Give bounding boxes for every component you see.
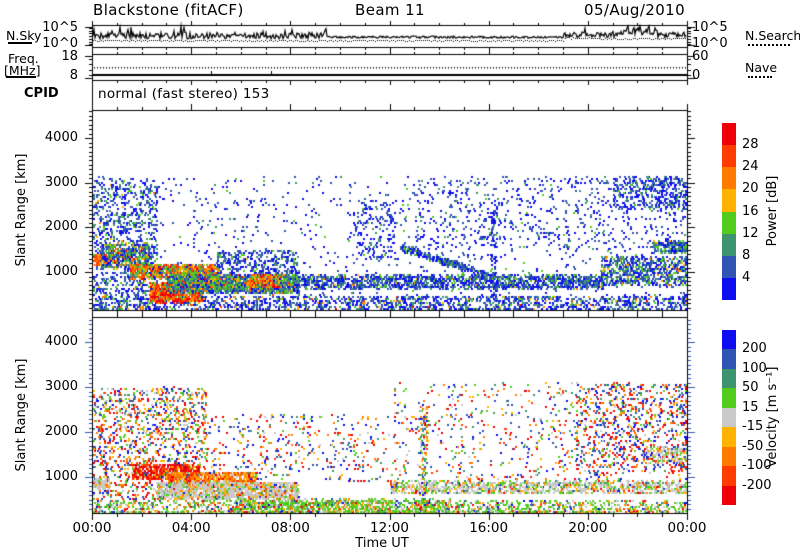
power-colorbar-tick-label: 28 <box>742 137 759 153</box>
power-colorbar-tick-label: 12 <box>742 225 759 241</box>
velocity-ylabel: Slant Range [km] <box>14 358 30 472</box>
velocity-colorbar-segment <box>722 368 736 389</box>
velocity-ytick-label: 1000 <box>44 469 78 485</box>
velocity-ytick-label: 3000 <box>44 379 78 395</box>
power-colorbar-segment <box>722 189 736 212</box>
nsky-right-ytick-bottom: 10^0 <box>692 36 728 51</box>
station-title: Blackstone (fitACF) <box>93 1 244 19</box>
nave-label: Nave <box>745 60 778 75</box>
velocity-colorbar-tick-label: 15 <box>742 399 759 415</box>
power-colorbar-segment <box>722 211 736 234</box>
velocity-colorbar-tick-label: -200 <box>742 477 772 493</box>
velocity-colorbar-segment <box>722 407 736 428</box>
velocity-colorbar-segment <box>722 330 736 350</box>
nave-ytick-bottom: 0 <box>692 68 701 83</box>
power-colorbar-tick-label: 8 <box>742 247 751 263</box>
freq-label-line2: [MHz] <box>4 63 41 78</box>
power-ytick-label: 3000 <box>44 174 78 190</box>
velocity-colorbar <box>722 330 736 505</box>
power-ylabel: Slant Range [km] <box>14 153 30 267</box>
velocity-ytick-label: 4000 <box>44 334 78 350</box>
xaxis-label: Time UT <box>355 536 409 551</box>
power-panel-plot-area <box>92 110 687 310</box>
velocity-colorbar-segment <box>722 485 736 505</box>
nsky-ytick-bottom: 10^0 <box>42 36 78 51</box>
power-colorbar-tick-label: 16 <box>742 203 759 219</box>
power-colorbar-segment <box>722 233 736 256</box>
power-colorbar <box>722 123 736 300</box>
nave-ytick-top: 60 <box>692 49 709 64</box>
velocity-colorbar-segment <box>722 349 736 369</box>
velocity-colorbar-tick-label: -100 <box>742 458 772 474</box>
freq-solid-legend-line <box>6 76 36 78</box>
power-colorbar-segment <box>722 123 736 146</box>
velocity-panel-plot-area <box>92 317 687 513</box>
freq-ytick-top: 18 <box>61 49 78 64</box>
xaxis-tick-label: 04:00 <box>171 520 211 536</box>
nsky-label: N.Sky <box>6 28 42 43</box>
nsearch-dotted-legend-line <box>748 44 790 46</box>
date-label: 05/Aug/2010 <box>584 1 686 19</box>
nave-dotted-legend-line <box>748 76 772 78</box>
power-colorbar-segment <box>722 277 736 300</box>
cpid-value: normal (fast stereo) 153 <box>98 86 270 102</box>
velocity-colorbar-title: Velocity [m s⁻¹] <box>765 366 781 468</box>
power-colorbar-segment <box>722 145 736 168</box>
power-ytick-label: 1000 <box>44 264 78 280</box>
power-colorbar-segment <box>722 255 736 278</box>
xaxis-tick-label: 00:00 <box>72 520 112 536</box>
freq-label-line1: Freq. <box>8 51 39 66</box>
velocity-colorbar-tick-label: -15 <box>742 419 764 435</box>
freq-ytick-bottom: 8 <box>69 68 78 83</box>
velocity-colorbar-segment <box>722 427 736 447</box>
power-ytick-label: 2000 <box>44 219 78 235</box>
power-colorbar-tick-label: 24 <box>742 159 759 175</box>
power-colorbar-tick-label: 20 <box>742 181 759 197</box>
power-colorbar-title: Power [dB] <box>765 175 781 247</box>
velocity-colorbar-tick-label: 200 <box>742 341 767 357</box>
velocity-colorbar-tick-label: 50 <box>742 380 759 396</box>
velocity-ytick-label: 2000 <box>44 424 78 440</box>
velocity-colorbar-segment <box>722 388 736 408</box>
power-ytick-label: 4000 <box>44 130 78 146</box>
velocity-colorbar-tick-label: 100 <box>742 360 767 376</box>
velocity-colorbar-segment <box>722 466 736 486</box>
noise-panel-plot-area <box>92 25 687 47</box>
nsky-right-ytick-top: 10^5 <box>692 20 728 35</box>
cpid-label: CPID <box>24 86 59 101</box>
xaxis-tick-label: 16:00 <box>469 520 509 536</box>
nsky-ytick-top: 10^5 <box>42 20 78 35</box>
xaxis-tick-label: 20:00 <box>568 520 608 536</box>
xaxis-tick-label: 08:00 <box>270 520 310 536</box>
power-colorbar-segment <box>722 167 736 190</box>
beam-label: Beam 11 <box>355 1 425 19</box>
nsky-solid-legend-line <box>8 42 32 44</box>
power-colorbar-tick-label: 4 <box>742 269 751 285</box>
xaxis-tick-label: 12:00 <box>370 520 409 536</box>
frequency-panel-plot-area <box>92 54 687 80</box>
nsearch-label: N.Search <box>745 28 800 43</box>
xaxis-tick-label: 00:00 <box>667 520 707 536</box>
velocity-colorbar-segment <box>722 446 736 467</box>
velocity-colorbar-tick-label: -50 <box>742 438 764 454</box>
